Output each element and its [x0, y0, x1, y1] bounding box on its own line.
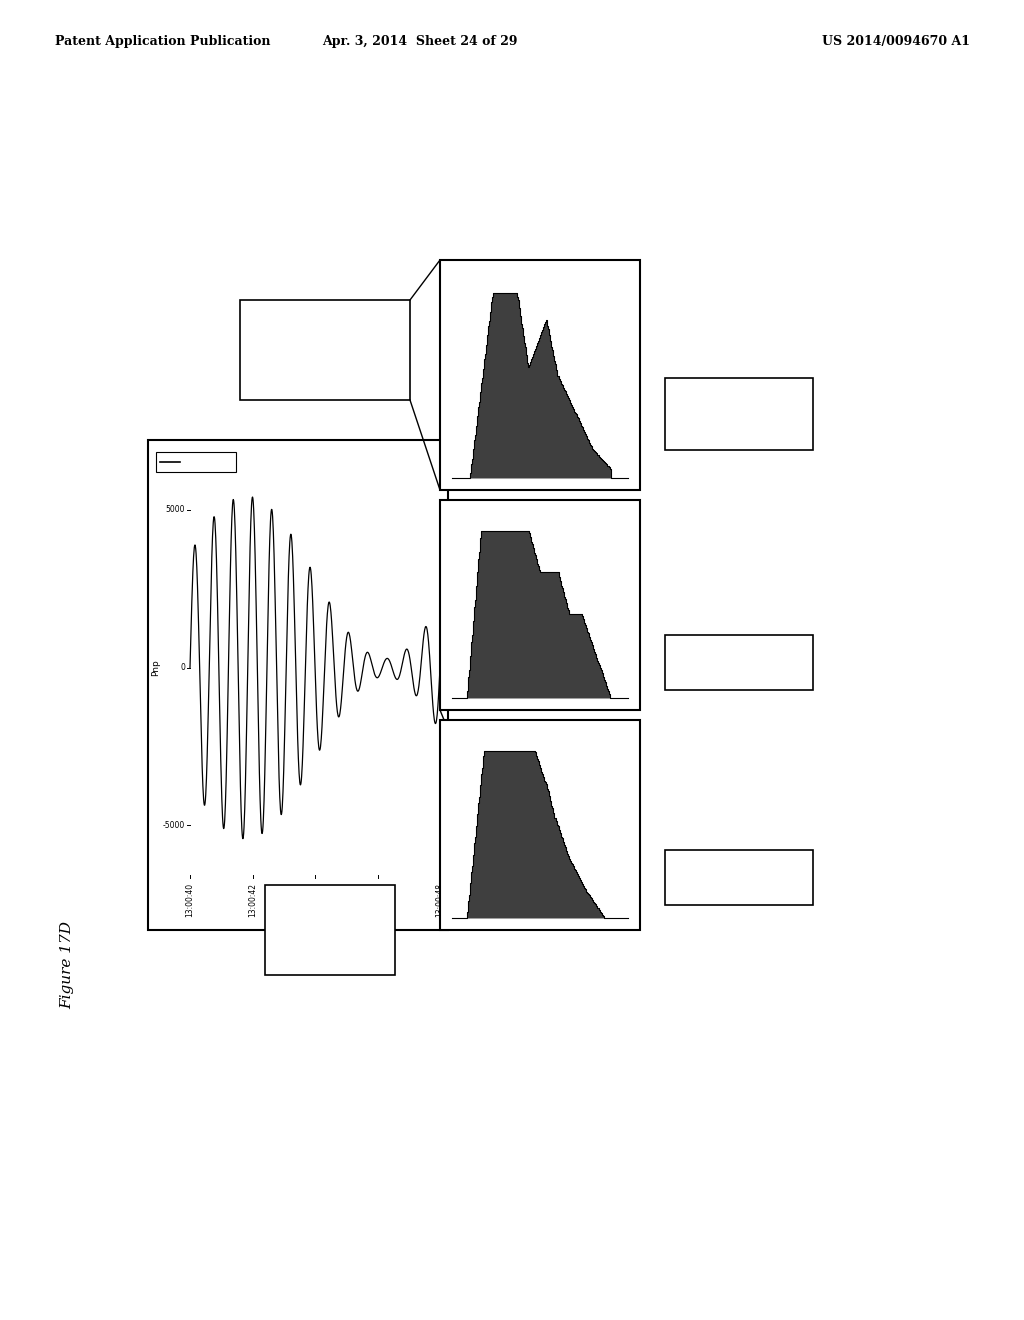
Text: Figure 17D: Figure 17D	[60, 921, 74, 1008]
Bar	[440, 260, 640, 490]
Bar	[665, 635, 813, 690]
Text: Cross-septum Nasal
Probe Data: Cross-septum Nasal Probe Data	[682, 403, 796, 425]
Text: 0: 0	[180, 663, 185, 672]
Bar	[148, 440, 449, 931]
Bar	[440, 719, 640, 931]
Text: 13:00:44: 13:00:44	[310, 883, 319, 917]
Text: Comparison
of Same
Event with:: Comparison of Same Event with:	[294, 908, 366, 952]
Bar	[265, 884, 395, 975]
Text: Cheek/Lip Probe Data: Cheek/Lip Probe Data	[677, 657, 801, 668]
Bar	[665, 850, 813, 906]
Text: Apr. 3, 2014  Sheet 24 of 29: Apr. 3, 2014 Sheet 24 of 29	[323, 36, 518, 48]
Text: -5000: -5000	[163, 821, 185, 830]
Bar	[240, 300, 410, 400]
Text: 13:00:46: 13:00:46	[373, 883, 382, 917]
Bar	[665, 378, 813, 450]
Text: P-Ox1: P-Ox1	[183, 458, 208, 466]
Text: 13:00:40: 13:00:40	[185, 883, 195, 917]
Text: Cross-septum
Nasal Probe
Data, by itself: Cross-septum Nasal Probe Data, by itself	[286, 334, 365, 367]
Text: 13:00:48: 13:00:48	[435, 883, 444, 917]
Text: Pnp: Pnp	[152, 659, 161, 676]
Bar	[440, 500, 640, 710]
Text: 5000: 5000	[166, 506, 185, 515]
Text: Patent Application Publication: Patent Application Publication	[55, 36, 270, 48]
Text: 13:00:42: 13:00:42	[248, 883, 257, 917]
Text: Finger Probe Data: Finger Probe Data	[687, 873, 792, 883]
Text: US 2014/0094670 A1: US 2014/0094670 A1	[822, 36, 970, 48]
Bar	[156, 451, 236, 473]
